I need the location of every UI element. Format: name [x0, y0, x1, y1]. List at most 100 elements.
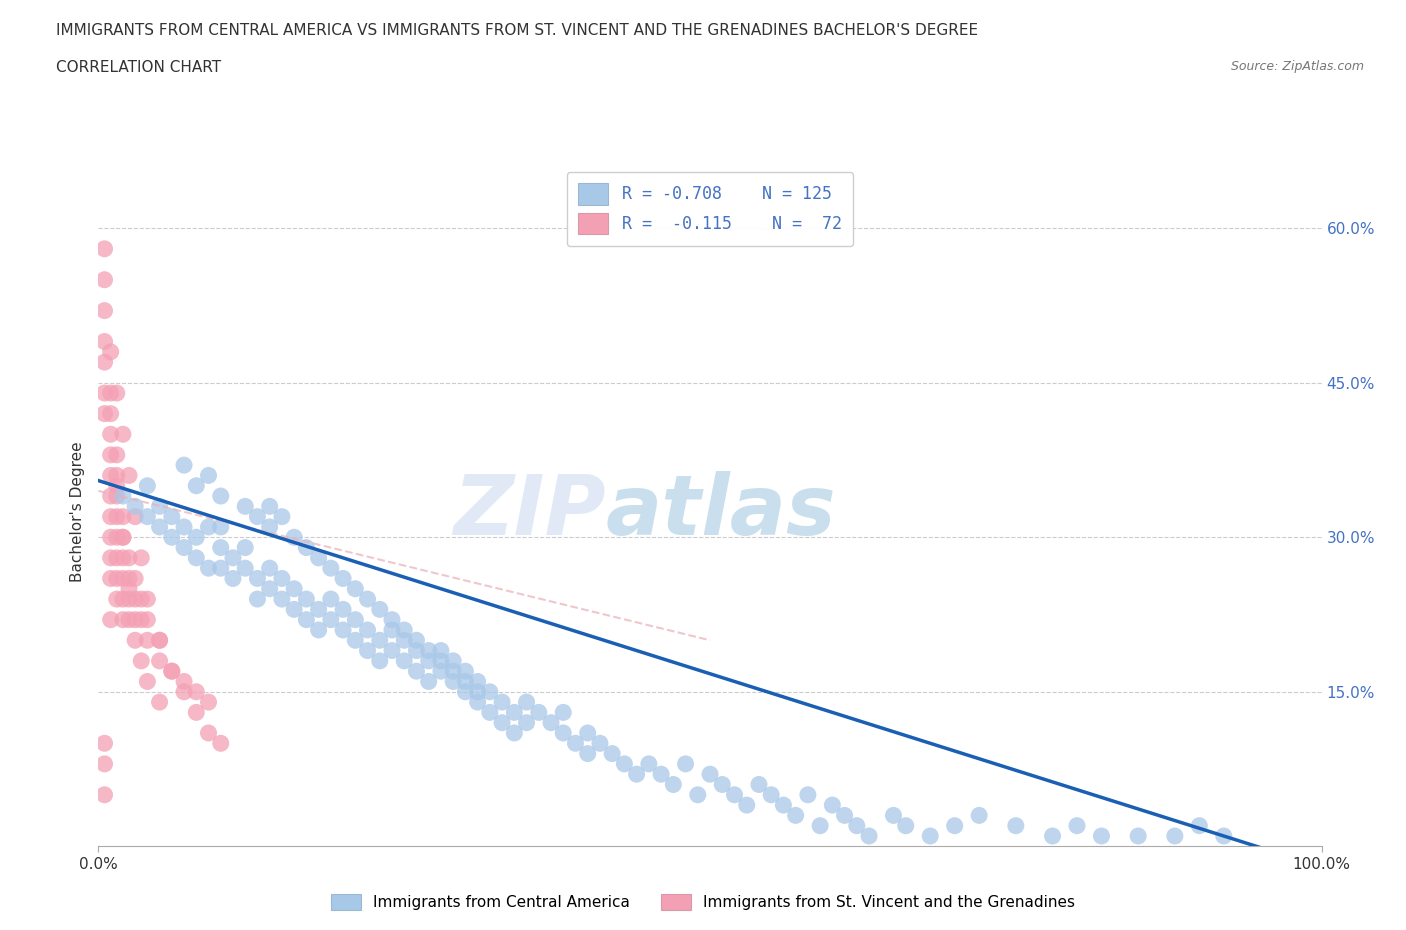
Point	[118, 581, 141, 596]
Point	[308, 622, 330, 637]
Point	[1212, 829, 1234, 844]
Point	[118, 571, 141, 586]
Text: ZIP: ZIP	[453, 471, 606, 552]
Point	[1004, 818, 1026, 833]
Point	[576, 725, 599, 740]
Point	[467, 695, 489, 710]
Point	[129, 612, 152, 627]
Point	[100, 510, 122, 525]
Point	[821, 798, 844, 813]
Point	[295, 540, 318, 555]
Point	[100, 447, 122, 462]
Point	[392, 622, 416, 637]
Point	[129, 551, 152, 565]
Point	[111, 612, 134, 627]
Point	[173, 674, 195, 689]
Point	[100, 530, 122, 545]
Point	[503, 705, 526, 720]
Point	[197, 468, 219, 483]
Point	[111, 591, 134, 606]
Point	[186, 705, 208, 720]
Point	[105, 488, 128, 503]
Point	[368, 632, 391, 647]
Text: CORRELATION CHART: CORRELATION CHART	[56, 60, 221, 75]
Point	[283, 581, 305, 596]
Point	[259, 561, 281, 576]
Point	[209, 520, 232, 535]
Point	[149, 520, 172, 535]
Point	[111, 427, 134, 442]
Point	[105, 468, 128, 483]
Point	[441, 664, 464, 679]
Point	[100, 406, 122, 421]
Point	[576, 746, 599, 761]
Point	[118, 612, 141, 627]
Point	[797, 788, 820, 803]
Point	[283, 602, 305, 617]
Point	[100, 386, 122, 401]
Point	[381, 622, 404, 637]
Point	[392, 654, 416, 669]
Point	[160, 664, 183, 679]
Y-axis label: Bachelor's Degree: Bachelor's Degree	[69, 441, 84, 582]
Point	[332, 571, 354, 586]
Point	[686, 788, 709, 803]
Point	[613, 756, 636, 771]
Point	[124, 591, 146, 606]
Point	[1042, 829, 1064, 844]
Point	[209, 736, 232, 751]
Point	[105, 591, 128, 606]
Point	[149, 498, 172, 513]
Point	[772, 798, 794, 813]
Point	[808, 818, 831, 833]
Point	[675, 756, 697, 771]
Legend: R = -0.708    N = 125, R =  -0.115    N =  72: R = -0.708 N = 125, R = -0.115 N = 72	[567, 172, 853, 246]
Point	[540, 715, 562, 730]
Point	[319, 561, 342, 576]
Point	[124, 510, 146, 525]
Point	[105, 447, 128, 462]
Point	[111, 510, 134, 525]
Point	[858, 829, 880, 844]
Point	[527, 705, 550, 720]
Point	[356, 644, 378, 658]
Point	[209, 488, 232, 503]
Point	[100, 344, 122, 359]
Point	[785, 808, 807, 823]
Point	[834, 808, 856, 823]
Point	[149, 632, 172, 647]
Point	[136, 632, 159, 647]
Point	[93, 303, 115, 318]
Point	[118, 591, 141, 606]
Point	[920, 829, 942, 844]
Point	[381, 644, 404, 658]
Point	[845, 818, 868, 833]
Point	[105, 386, 128, 401]
Point	[111, 530, 134, 545]
Point	[1090, 829, 1112, 844]
Point	[319, 612, 342, 627]
Point	[392, 632, 416, 647]
Point	[1188, 818, 1211, 833]
Point	[503, 725, 526, 740]
Point	[589, 736, 612, 751]
Point	[246, 591, 269, 606]
Point	[160, 664, 183, 679]
Point	[454, 684, 477, 699]
Point	[356, 622, 378, 637]
Point	[186, 684, 208, 699]
Point	[491, 715, 513, 730]
Point	[197, 725, 219, 740]
Point	[160, 530, 183, 545]
Point	[344, 612, 367, 627]
Point	[308, 602, 330, 617]
Point	[93, 406, 115, 421]
Point	[233, 498, 256, 513]
Point	[638, 756, 661, 771]
Point	[124, 498, 146, 513]
Text: Source: ZipAtlas.com: Source: ZipAtlas.com	[1230, 60, 1364, 73]
Point	[111, 551, 134, 565]
Point	[105, 530, 128, 545]
Point	[441, 654, 464, 669]
Point	[270, 510, 294, 525]
